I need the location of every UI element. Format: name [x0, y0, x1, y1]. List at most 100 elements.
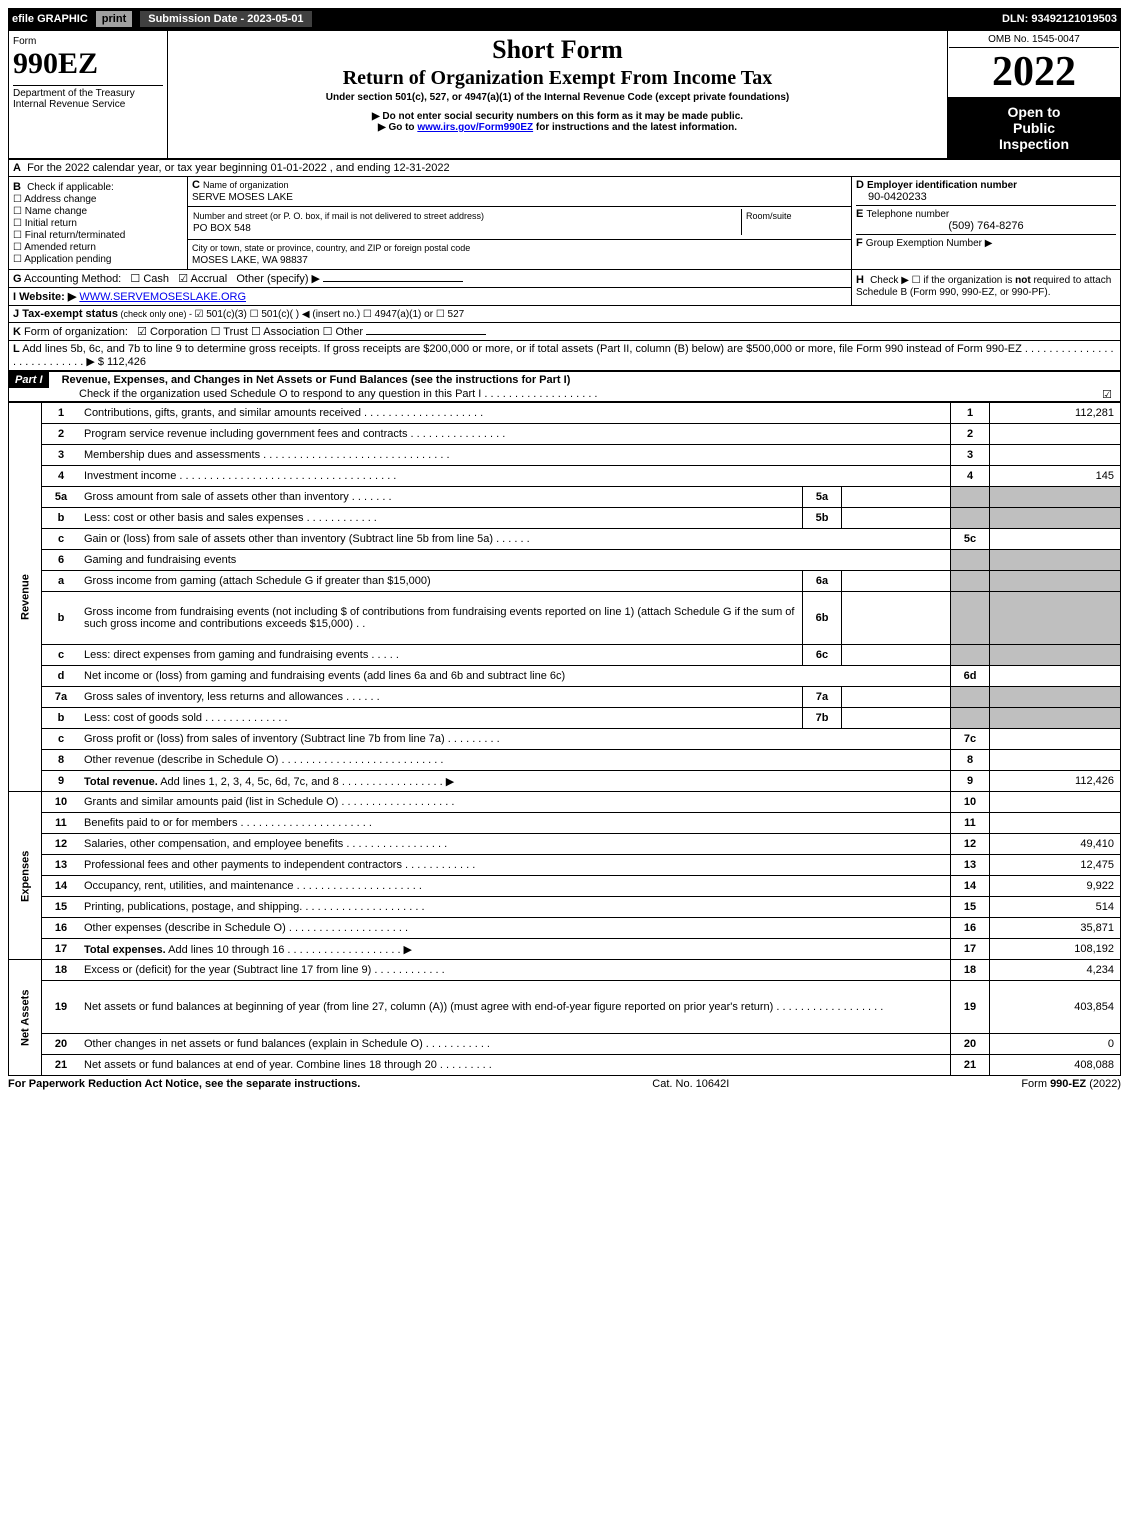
dept-label: Department of the Treasury Internal Reve… [13, 85, 163, 110]
sub-line-value [842, 645, 951, 666]
line-right-gray [951, 550, 990, 571]
k-opts[interactable]: ☑ Corporation ☐ Trust ☐ Association ☐ Ot… [137, 326, 363, 338]
g-other[interactable]: Other (specify) ▶ [236, 273, 320, 285]
line-number: b [42, 592, 81, 645]
sub-line-number: 6c [803, 645, 842, 666]
line-description: Other expenses (describe in Schedule O) … [80, 918, 951, 939]
b-opt-1[interactable]: ☐ Name change [13, 206, 87, 217]
line-number: b [42, 708, 81, 729]
line-right-number: 7c [951, 729, 990, 750]
line-number: 5a [42, 487, 81, 508]
subtitle-2: ▶ Do not enter social security numbers o… [172, 111, 943, 122]
b-opt-0[interactable]: ☐ Address change [13, 194, 96, 205]
line-right-gray [951, 571, 990, 592]
line-value: 12,475 [990, 855, 1121, 876]
netassets-section-label: Net Assets [9, 960, 42, 1076]
line-right-number: 2 [951, 424, 990, 445]
line-value [990, 445, 1121, 466]
room-label: Room/suite [746, 211, 792, 221]
line-description: Printing, publications, postage, and shi… [80, 897, 951, 918]
line-right-gray [951, 687, 990, 708]
line-number: 17 [42, 939, 81, 960]
subtitle-1: Under section 501(c), 527, or 4947(a)(1)… [172, 92, 943, 103]
b-opt-5[interactable]: ☐ Application pending [13, 254, 112, 265]
line-description: Gross income from fundraising events (no… [80, 592, 803, 645]
letter-l: L [13, 343, 20, 355]
open-to-public: Open to Public Inspection [948, 98, 1121, 159]
g-label: Accounting Method: [24, 273, 121, 285]
g-cash[interactable]: ☐ Cash [130, 273, 169, 285]
line-description: Net assets or fund balances at beginning… [80, 981, 951, 1034]
line-number: 12 [42, 834, 81, 855]
dln: DLN: 93492121019503 [1002, 13, 1117, 25]
line-description: Membership dues and assessments . . . . … [80, 445, 951, 466]
line-description: Total expenses. Add lines 10 through 16 … [80, 939, 951, 960]
sub-line-number: 5b [803, 508, 842, 529]
line-number: 13 [42, 855, 81, 876]
line-right-number: 17 [951, 939, 990, 960]
top-bar: efile GRAPHIC print Submission Date - 20… [8, 8, 1121, 30]
line-description: Less: cost or other basis and sales expe… [80, 508, 803, 529]
line-value: 112,281 [990, 403, 1121, 424]
title-short-form: Short Form [172, 35, 943, 65]
irs-link[interactable]: www.irs.gov/Form990EZ [417, 122, 533, 133]
line-value: 4,234 [990, 960, 1121, 981]
line-value: 49,410 [990, 834, 1121, 855]
line-value-gray [990, 592, 1121, 645]
line-number: 8 [42, 750, 81, 771]
form-number: 990EZ [13, 47, 98, 80]
line-right-number: 11 [951, 813, 990, 834]
b-opt-3[interactable]: ☐ Final return/terminated [13, 230, 125, 241]
e-label: Telephone number [866, 209, 949, 220]
city: MOSES LAKE, WA 98837 [192, 255, 308, 266]
line-number: 3 [42, 445, 81, 466]
letter-j: J [13, 308, 19, 320]
b-opt-4[interactable]: ☐ Amended return [13, 242, 96, 253]
line-right-gray [951, 645, 990, 666]
print-button[interactable]: print [96, 11, 132, 27]
line-description: Grants and similar amounts paid (list in… [80, 792, 951, 813]
line-value: 0 [990, 1034, 1121, 1055]
footer-right: Form 990-EZ (2022) [1021, 1078, 1121, 1090]
b-opt-2[interactable]: ☐ Initial return [13, 218, 77, 229]
sub-line-number: 7b [803, 708, 842, 729]
line-description: Other changes in net assets or fund bala… [80, 1034, 951, 1055]
expenses-section-label: Expenses [9, 792, 42, 960]
line-description: Less: direct expenses from gaming and fu… [80, 645, 803, 666]
line-description: Gross income from gaming (attach Schedul… [80, 571, 803, 592]
line-number: 1 [42, 403, 81, 424]
sub-line-value [842, 508, 951, 529]
line-number: 7a [42, 687, 81, 708]
line-description: Less: cost of goods sold . . . . . . . .… [80, 708, 803, 729]
line-number: 18 [42, 960, 81, 981]
sub-line-number: 7a [803, 687, 842, 708]
h-text: Check ▶ ☐ if the organization is not req… [856, 275, 1111, 298]
part-i-title: Revenue, Expenses, and Changes in Net As… [52, 374, 571, 386]
website[interactable]: WWW.SERVEMOSESLAKE.ORG [79, 291, 246, 303]
line-description: Gain or (loss) from sale of assets other… [80, 529, 951, 550]
line-a: For the 2022 calendar year, or tax year … [27, 162, 450, 174]
line-description: Gross sales of inventory, less returns a… [80, 687, 803, 708]
entity-info: A For the 2022 calendar year, or tax yea… [8, 159, 1121, 371]
g-accrual[interactable]: ☑ Accrual [178, 273, 227, 285]
line-description: Net assets or fund balances at end of ye… [80, 1055, 951, 1076]
line-value [990, 792, 1121, 813]
line-number: 20 [42, 1034, 81, 1055]
part-i-lines: Revenue1Contributions, gifts, grants, an… [8, 402, 1121, 1076]
line-right-gray [951, 708, 990, 729]
line-value: 514 [990, 897, 1121, 918]
letter-b: B [13, 181, 21, 193]
j-opts[interactable]: ☑ 501(c)(3) ☐ 501(c)( ) ◀ (insert no.) ☐… [195, 309, 465, 320]
letter-e: E [856, 208, 863, 220]
city-label: City or town, state or province, country… [192, 243, 470, 253]
title-return: Return of Organization Exempt From Incom… [172, 67, 943, 90]
line-number: c [42, 729, 81, 750]
part-i-checkbox[interactable]: ☑ [1102, 388, 1120, 401]
letter-a: A [13, 162, 21, 174]
letter-i: I [13, 291, 16, 303]
sub-line-number: 5a [803, 487, 842, 508]
line-value: 108,192 [990, 939, 1121, 960]
line-value-gray [990, 645, 1121, 666]
line-right-number: 16 [951, 918, 990, 939]
line-value [990, 529, 1121, 550]
